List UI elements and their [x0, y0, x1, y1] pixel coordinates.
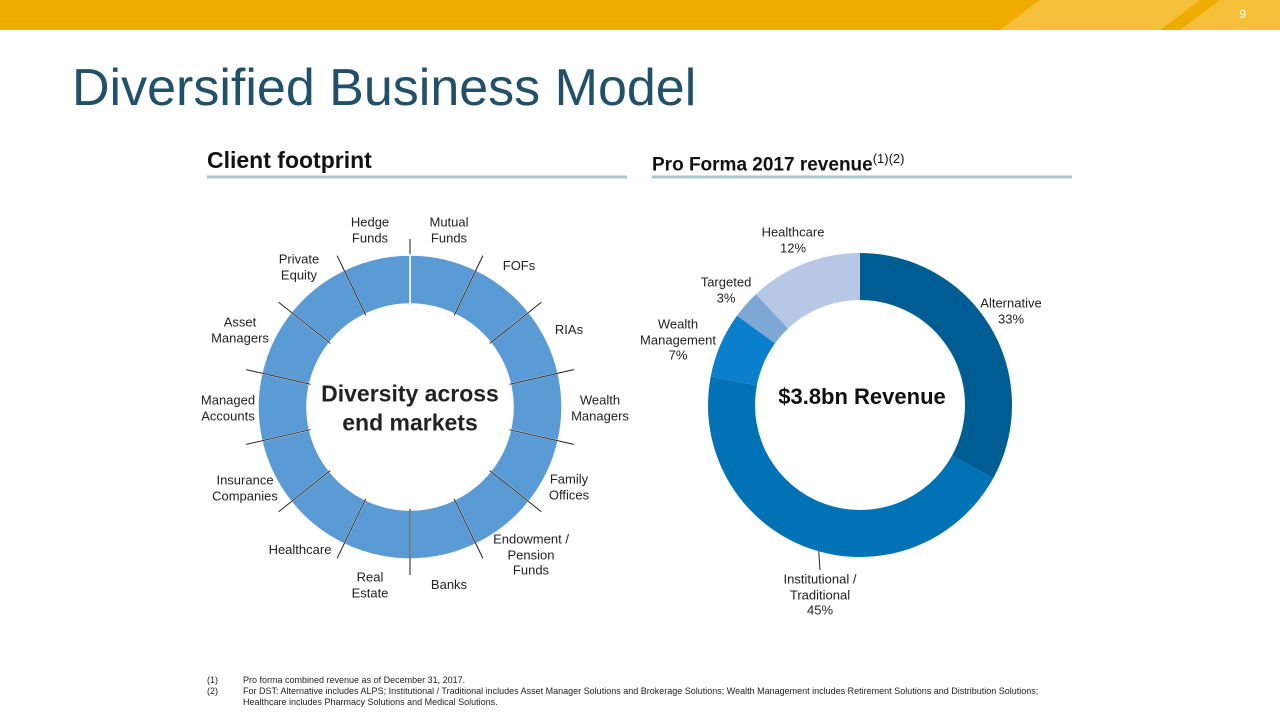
slice-label: Institutional / Traditional 45%	[770, 572, 870, 619]
donut-slice	[737, 294, 789, 344]
category-label: Institutional / Traditional	[783, 571, 857, 603]
segment-tick	[246, 429, 311, 445]
segment-label: Asset Managers	[211, 314, 269, 345]
value-label: 3%	[716, 290, 736, 305]
footnote-marker: (2)	[207, 686, 218, 696]
segment-label: Managed Accounts	[200, 392, 256, 423]
segment-tick	[278, 301, 331, 344]
slice-label: Wealth Management 7%	[636, 317, 721, 364]
segment-tick	[489, 470, 542, 513]
segment-tick	[509, 369, 574, 385]
header-stripe	[1000, 0, 1200, 30]
chart-title: Pro Forma 2017 revenue	[652, 154, 873, 176]
segment-label: Family Offices	[548, 471, 590, 502]
category-label: Healthcare	[761, 224, 825, 240]
segment-tick	[453, 498, 484, 559]
donut-slice	[755, 253, 860, 329]
slice-label: Healthcare 12%	[753, 224, 833, 255]
chart-title-wrap: Pro Forma 2017 revenue(1)(2)	[652, 151, 905, 176]
header-stripe	[1180, 0, 1280, 30]
value-label: 12%	[779, 240, 807, 255]
segment-label: RIAs	[554, 322, 584, 338]
segment-label: Insurance Companies	[212, 472, 278, 503]
segment-tick	[278, 470, 331, 513]
segment	[343, 254, 411, 316]
segment-tick	[509, 429, 574, 445]
center-text: Diversity across end markets	[321, 380, 499, 435]
segment-label: Wealth Managers	[571, 392, 629, 423]
segment-label: FOFs	[502, 258, 536, 274]
donut-slice	[707, 376, 994, 558]
category-label: Targeted	[700, 274, 752, 290]
page-number: 9	[1239, 7, 1246, 21]
chart-title-superscript: (1)(2)	[872, 151, 905, 166]
section-heading: Client footprint	[207, 147, 372, 173]
category-label: Wealth Management	[640, 316, 716, 348]
segment-label: Mutual Funds	[429, 214, 469, 245]
revenue-donut	[707, 253, 1012, 558]
segment-label: Real Estate	[351, 569, 389, 600]
segment	[509, 372, 563, 442]
segment-label: Endowment / Pension Funds	[493, 531, 569, 578]
value-label: 45%	[806, 602, 834, 618]
value-label: 33%	[997, 311, 1025, 326]
segment	[257, 372, 311, 442]
segment-tick	[246, 369, 311, 385]
segment-label: Hedge Funds	[350, 214, 390, 245]
segment-tick	[336, 255, 367, 316]
slide-title: Diversified Business Model	[72, 59, 697, 117]
category-label: Alternative	[980, 295, 1042, 311]
segment-label: Private Equity	[278, 251, 320, 282]
slice-label: Targeted 3%	[691, 274, 761, 305]
footnote-text: Pro forma combined revenue as of Decembe…	[243, 675, 466, 685]
segment-tick	[453, 255, 484, 316]
footnote-text: For DST: Alternative includes ALPS; Inst…	[243, 686, 1039, 707]
donut-slice	[710, 315, 776, 386]
client-donut	[246, 239, 574, 575]
segment-tick	[336, 498, 367, 559]
footnote-marker: (1)	[207, 675, 218, 685]
donut-slice	[860, 253, 1012, 479]
slice-label: Alternative 33%	[971, 295, 1051, 326]
segment-tick	[489, 301, 542, 344]
center-label: $3.8bn Revenue	[778, 383, 946, 409]
segment-label: Healthcare	[268, 542, 332, 558]
value-label: 7%	[668, 347, 688, 363]
segment-label: Banks	[430, 577, 468, 593]
